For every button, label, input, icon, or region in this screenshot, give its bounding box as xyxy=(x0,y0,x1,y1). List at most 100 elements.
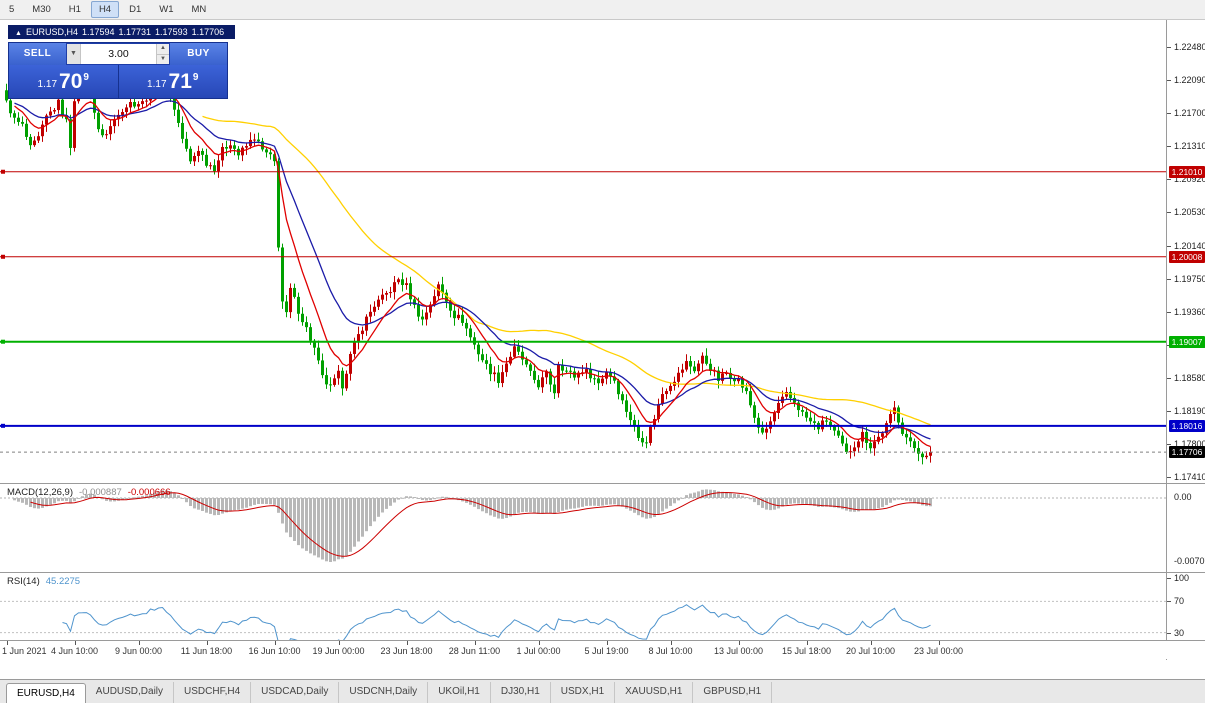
time-tick-mark xyxy=(206,641,208,645)
price-level-badge-1.19007: 1.19007 xyxy=(1169,335,1205,348)
time-tick-mark xyxy=(6,641,8,645)
ohlc-open: 1.17594 xyxy=(81,27,115,37)
time-label: 19 Jun 00:00 xyxy=(312,646,365,656)
ask-price[interactable]: 1.17 71 9 xyxy=(118,65,227,98)
price-tick-mark xyxy=(1167,477,1171,479)
buy-button[interactable]: BUY xyxy=(170,43,227,65)
price-tick-mark xyxy=(1167,179,1171,181)
timeframe-button-mn[interactable]: MN xyxy=(191,4,207,15)
rsi-tick-label: 70 xyxy=(1174,596,1185,607)
macd-plot xyxy=(0,489,1166,562)
timeframe-button-d1[interactable]: D1 xyxy=(129,4,142,15)
sma-50-line xyxy=(202,115,931,426)
volume-increase-icon[interactable]: ▲ xyxy=(157,44,169,55)
macd-name: MACD(12,26,9) xyxy=(7,487,73,498)
candles-group xyxy=(5,75,932,465)
tab-xauusd-h1[interactable]: XAUUSD,H1 xyxy=(615,682,694,703)
tab-ukoil-h1[interactable]: UKOil,H1 xyxy=(428,682,491,703)
time-tick-mark xyxy=(738,641,740,645)
tab-gbpusd-h1[interactable]: GBPUSD,H1 xyxy=(693,682,773,703)
hline-handle-0[interactable] xyxy=(1,169,5,174)
price-tick-label: 1.19360 xyxy=(1174,306,1205,317)
price-level-badge-1.21010: 1.21010 xyxy=(1169,165,1205,178)
hline-handle-2[interactable] xyxy=(1,339,5,344)
hline-handle-3[interactable] xyxy=(1,423,5,428)
rsi-tick-mark xyxy=(1167,578,1171,579)
time-tick-mark xyxy=(406,641,408,645)
time-label: 16 Jun 10:00 xyxy=(248,646,301,656)
ohlc-low: 1.17593 xyxy=(155,27,188,37)
time-tick-mark xyxy=(606,641,608,645)
time-axis[interactable]: 1 Jun 2021 4 Jun 10:00 9 Jun 00:00 11 Jun 1… xyxy=(0,640,1205,659)
macd-axis-zero: 0.00 xyxy=(1174,492,1192,502)
tab-usdx-h1[interactable]: USDX,H1 xyxy=(551,682,616,703)
rsi-label: RSI(14) 45.2275 xyxy=(7,576,80,587)
tab-audusd-daily[interactable]: AUDUSD,Daily xyxy=(86,682,175,703)
price-tick-mark xyxy=(1167,80,1171,82)
time-tick-mark xyxy=(670,641,672,645)
one-click-trading-panel: SELL ▼ 3.00 ▲ ▼ BUY 1.17 70 9 xyxy=(8,42,228,99)
chart-title-bar: ▲ EURUSD,H4 1.17594 1.17731 1.17593 1.17706 xyxy=(8,25,236,39)
price-tick-mark xyxy=(1167,113,1171,115)
volume-dropdown-icon[interactable]: ▼ xyxy=(67,44,81,64)
rsi-name: RSI(14) xyxy=(7,576,40,587)
price-tick-label: 1.21310 xyxy=(1174,141,1205,152)
time-label: 13 Jul 00:00 xyxy=(713,646,764,656)
bid-price[interactable]: 1.17 70 9 xyxy=(9,65,119,98)
macd-signal-value: -0.000666 xyxy=(127,487,171,498)
price-chart-pane: 1.22480 1.22090 1.21700 1.21310 1.20920 1.205… xyxy=(0,20,1205,483)
time-tick-mark xyxy=(274,641,276,645)
chart-window: 1.22480 1.22090 1.21700 1.21310 1.20920 1.205… xyxy=(0,20,1205,679)
hline-handle-1[interactable] xyxy=(1,254,5,259)
timeframe-button-h1[interactable]: H1 xyxy=(68,4,81,15)
timeframe-button-w1[interactable]: W1 xyxy=(159,4,174,15)
chart-tab-bar: EURUSD,H4 AUDUSD,Daily USDCHF,H4 USDCAD,Dai… xyxy=(0,679,1205,703)
tab-usdchf-h4[interactable]: USDCHF,H4 xyxy=(174,682,252,703)
time-tick-mark xyxy=(806,641,808,645)
price-tick-mark xyxy=(1167,47,1171,48)
price-tick-mark xyxy=(1167,411,1171,413)
ema-21-line xyxy=(14,100,931,440)
price-tick-mark xyxy=(1167,278,1171,280)
volume-decrease-icon[interactable]: ▼ xyxy=(157,54,169,64)
rsi-line xyxy=(62,604,931,648)
bid-prefix: 1.17 xyxy=(37,79,58,90)
tab-eurusd-h4[interactable]: EURUSD,H4 xyxy=(6,683,86,703)
volume-input[interactable]: 3.00 xyxy=(108,48,129,60)
price-tick-label: 1.17410 xyxy=(1174,472,1205,483)
time-label: 1 Jun 2021 xyxy=(2,646,47,656)
price-tick-label: 1.20530 xyxy=(1174,207,1205,218)
macd-histogram xyxy=(13,489,932,562)
price-tick-label: 1.18190 xyxy=(1174,406,1205,417)
time-label: 5 Jul 19:00 xyxy=(584,646,629,656)
rsi-tick-label: 100 xyxy=(1174,573,1190,583)
timeframe-button-h4[interactable]: H4 xyxy=(90,1,120,18)
timeframe-button-m30[interactable]: M30 xyxy=(32,4,51,15)
time-tick-mark xyxy=(138,641,140,645)
ask-pip-digit: 9 xyxy=(192,71,199,83)
macd-label: MACD(12,26,9) -0.000887 -0.000666 xyxy=(7,487,171,498)
macd-indicator-pane: MACD(12,26,9) -0.000887 -0.000666 0.00 -0.… xyxy=(0,483,1205,572)
price-tick-mark xyxy=(1167,377,1171,379)
rsi-tick-label: 30 xyxy=(1174,627,1185,638)
chart-symbol: EURUSD,H4 xyxy=(25,27,78,37)
price-tick-label: 1.20920 xyxy=(1174,174,1205,185)
macd-axis[interactable]: 0.00 -0.00707 xyxy=(1166,484,1205,572)
price-tick-label: 1.17800 xyxy=(1174,439,1205,450)
rsi-plot xyxy=(0,600,1166,648)
ohlc-high: 1.17731 xyxy=(118,27,152,37)
time-label: 28 Jun 11:00 xyxy=(448,646,501,656)
price-tick-label: 1.20140 xyxy=(1174,240,1205,251)
tab-dj30-h1[interactable]: DJ30,H1 xyxy=(491,682,551,703)
tab-usdcad-daily[interactable]: USDCAD,Daily xyxy=(251,682,340,703)
collapse-icon[interactable]: ▲ xyxy=(15,30,22,37)
ask-prefix: 1.17 xyxy=(147,79,167,90)
tab-usdcnh-daily[interactable]: USDCNH,Daily xyxy=(339,682,429,703)
bid-big-digits: 70 xyxy=(59,69,83,93)
price-tick-mark xyxy=(1167,245,1171,247)
time-tick-mark xyxy=(938,641,940,645)
timeframe-button-5[interactable]: 5 xyxy=(9,4,15,15)
sell-button[interactable]: SELL xyxy=(9,43,66,65)
time-tick-mark xyxy=(474,641,476,645)
price-axis[interactable]: 1.22480 1.22090 1.21700 1.21310 1.20920 1.205… xyxy=(1166,20,1205,483)
